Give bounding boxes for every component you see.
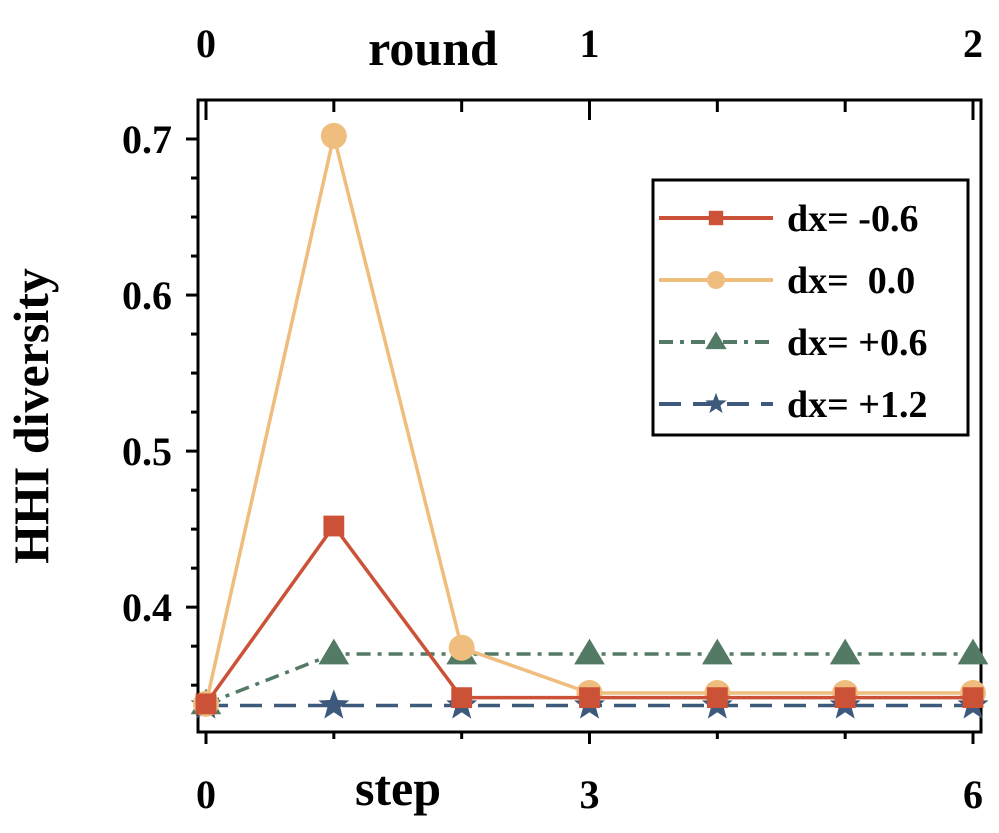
series-layer <box>190 122 989 719</box>
legend-label: dx= 0.0 <box>787 260 915 302</box>
data-point-triangle <box>829 638 861 665</box>
top-tick-label: 2 <box>963 21 983 66</box>
y-tick-label: 0.5 <box>122 429 172 474</box>
legend-marker-triangle <box>705 331 727 350</box>
data-point-star <box>318 689 350 719</box>
y-tick-label: 0.6 <box>122 273 172 318</box>
legend-item: dx= 0.0 <box>659 260 915 302</box>
legend-item: dx= +0.6 <box>659 322 927 364</box>
data-point-circle <box>320 122 347 149</box>
legend-marker-square <box>708 210 724 226</box>
y-tick-label: 0.4 <box>122 585 172 630</box>
top-tick-label: 0 <box>196 21 216 66</box>
data-point-square <box>834 687 856 709</box>
legend-item: dx= -0.6 <box>659 198 918 240</box>
y-axis-title: HHI diversity <box>3 268 59 564</box>
legend-item: dx= +1.2 <box>659 384 927 426</box>
data-point-circle <box>448 634 475 661</box>
legend-label: dx= -0.6 <box>787 198 918 240</box>
top-axis-ticks: 0 1 2 <box>196 21 983 120</box>
x-tick-label: 3 <box>580 772 600 817</box>
x-axis-ticks: 0 3 6 <box>196 732 983 817</box>
series-1 <box>195 515 984 715</box>
y-tick-label: 0.7 <box>122 117 172 162</box>
data-point-square <box>451 687 473 709</box>
top-tick-label: 1 <box>580 21 600 66</box>
top-axis-title: round <box>368 20 498 76</box>
legend: dx= -0.6 dx= 0.0 dx= +0.6 dx= +1.2 <box>651 178 970 437</box>
data-point-square <box>579 687 600 709</box>
x-tick-label: 6 <box>963 772 983 817</box>
data-point-square <box>195 693 217 715</box>
legend-label: dx= +0.6 <box>787 322 927 364</box>
data-point-square <box>323 515 345 537</box>
data-point-triangle <box>574 638 605 665</box>
legend-marker-star <box>705 392 727 414</box>
data-point-square <box>706 687 728 709</box>
y-axis-ticks: 0.4 0.5 0.6 0.7 <box>122 117 198 687</box>
data-point-square <box>962 687 984 709</box>
data-point-triangle <box>957 638 989 665</box>
legend-marker-circle <box>707 271 725 289</box>
series-line <box>204 523 973 705</box>
x-tick-label: 0 <box>196 772 216 817</box>
data-point-triangle <box>702 638 733 665</box>
x-axis-title: step <box>355 760 441 816</box>
legend-label: dx= +1.2 <box>787 384 927 426</box>
data-point-triangle <box>318 638 350 665</box>
legend-box <box>651 178 970 437</box>
